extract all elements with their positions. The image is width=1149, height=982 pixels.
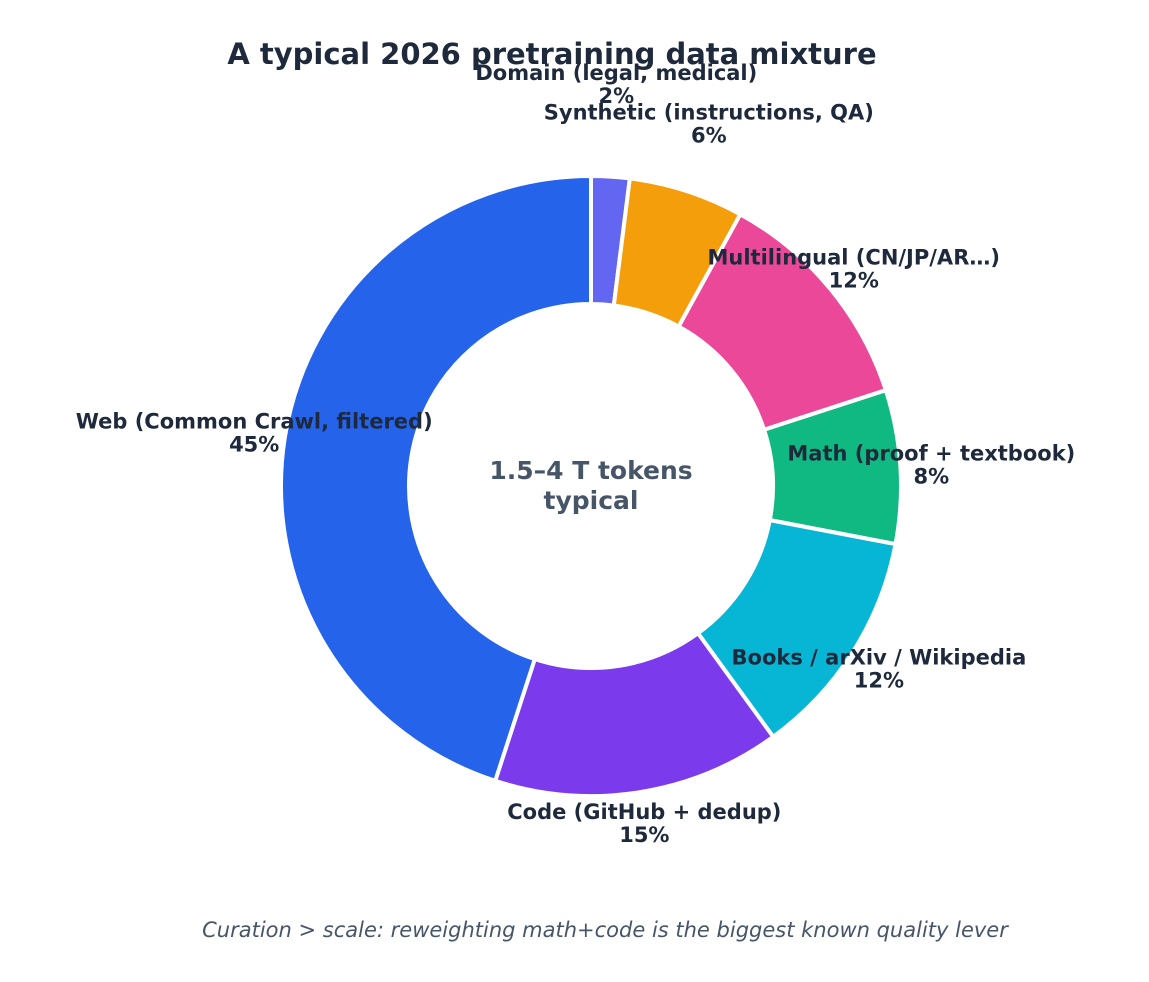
slices-layer — [279, 174, 903, 798]
slice-value-label-2: 6% — [691, 123, 727, 147]
slice-label-3: Multilingual (CN/JP/AR…) — [708, 246, 1000, 270]
slice-value-label-6: 15% — [619, 823, 669, 847]
footnote: Curation > scale: reweighting math+code … — [202, 918, 1009, 942]
center-label-line-1: 1.5–4 T tokens — [489, 456, 692, 485]
labels-layer: Domain (legal, medical)2%Synthetic (inst… — [76, 61, 1076, 847]
slice-label-1: Domain (legal, medical) — [475, 61, 757, 85]
slice-value-label-3: 12% — [829, 269, 879, 293]
center-label-line-2: typical — [544, 486, 639, 515]
slice-value-label-5: 12% — [854, 669, 904, 693]
slice-value-label-4: 8% — [913, 465, 949, 489]
slice-value-label-1: 2% — [598, 84, 634, 108]
slice-7 — [279, 174, 593, 783]
slice-label-2: Synthetic (instructions, QA) — [544, 100, 874, 124]
slice-label-7: Web (Common Crawl, filtered) — [76, 410, 433, 434]
chart-title: A typical 2026 pretraining data mixture — [227, 37, 876, 71]
slice-value-label-7: 45% — [229, 433, 279, 457]
slice-label-4: Math (proof + textbook) — [787, 442, 1075, 466]
slice-label-6: Code (GitHub + dedup) — [507, 800, 781, 824]
slice-label-5: Books / arXiv / Wikipedia — [732, 646, 1027, 670]
